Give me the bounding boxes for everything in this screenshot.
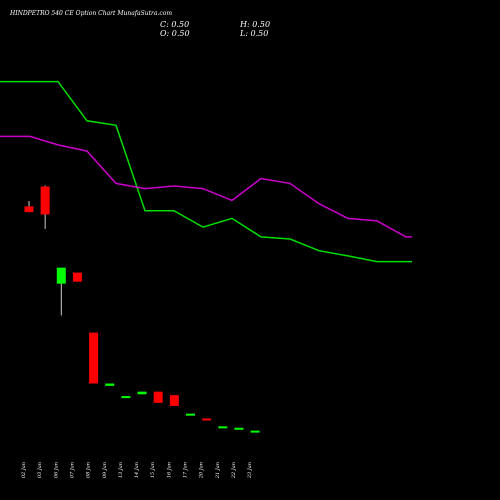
candle (56, 267, 66, 316)
moving-average-line-green (0, 80, 412, 263)
close-value: C: 0.50 (160, 20, 190, 29)
candle (234, 427, 244, 430)
candle-body (202, 418, 212, 421)
x-tick-label: 17 Jan (183, 462, 189, 478)
candle (250, 430, 260, 433)
x-tick-label: 09 Jan (102, 462, 108, 478)
date-label-layer: 02 Jan 03 Jan 06 Jan 07 Jan 08 Jan 09 Jan 13 J… (21, 462, 253, 479)
x-tick-label: 06 Jan (53, 462, 59, 478)
candle-body (89, 332, 99, 384)
candle (24, 201, 34, 213)
x-tick-label: 13 Jan (118, 462, 124, 478)
moving-average-layer (0, 80, 412, 263)
candle (137, 391, 147, 395)
candle (169, 395, 179, 406)
candle-body (24, 206, 34, 213)
low-value: L: 0.50 (240, 29, 269, 38)
x-tick-label: 16 Jan (166, 462, 172, 478)
candle-body (137, 391, 147, 395)
chart-title: HINDPETRO 540 CE Option Chart MunafaSutr… (10, 10, 173, 17)
candle-body (56, 267, 66, 284)
candle-body (250, 430, 260, 433)
candle (153, 391, 163, 403)
candle (40, 185, 50, 229)
candle-body (169, 395, 179, 406)
candle-body (153, 391, 163, 403)
candle-body (121, 396, 131, 399)
x-tick-label: 14 Jan (134, 462, 140, 478)
candle-body (105, 383, 115, 386)
x-tick-label: 03 Jan (37, 462, 43, 478)
high-value: H: 0.50 (240, 20, 271, 29)
x-tick-label: 20 Jan (199, 462, 205, 479)
candle-body (72, 272, 82, 282)
candle-layer (24, 185, 260, 433)
candle (202, 418, 212, 421)
candle (105, 383, 115, 386)
open-value: O: 0.50 (160, 29, 190, 38)
x-tick-label: 07 Jan (69, 462, 75, 478)
candle-body (40, 186, 50, 215)
x-tick-label: 23 Jan (247, 462, 253, 479)
candle-body (218, 426, 228, 429)
x-tick-label: 22 Jan (231, 462, 237, 479)
candle (218, 426, 228, 429)
candle (89, 332, 99, 384)
candle-body (234, 427, 244, 430)
x-tick-label: 15 Jan (150, 462, 156, 478)
candle-body (186, 413, 195, 416)
candle (72, 272, 82, 282)
candle (121, 396, 131, 399)
x-tick-label: 08 Jan (86, 462, 92, 478)
candle (186, 413, 195, 416)
x-tick-label: 02 Jan (21, 462, 27, 478)
x-tick-label: 21 Jan (215, 462, 221, 479)
moving-average-line-magenta (0, 135, 412, 238)
